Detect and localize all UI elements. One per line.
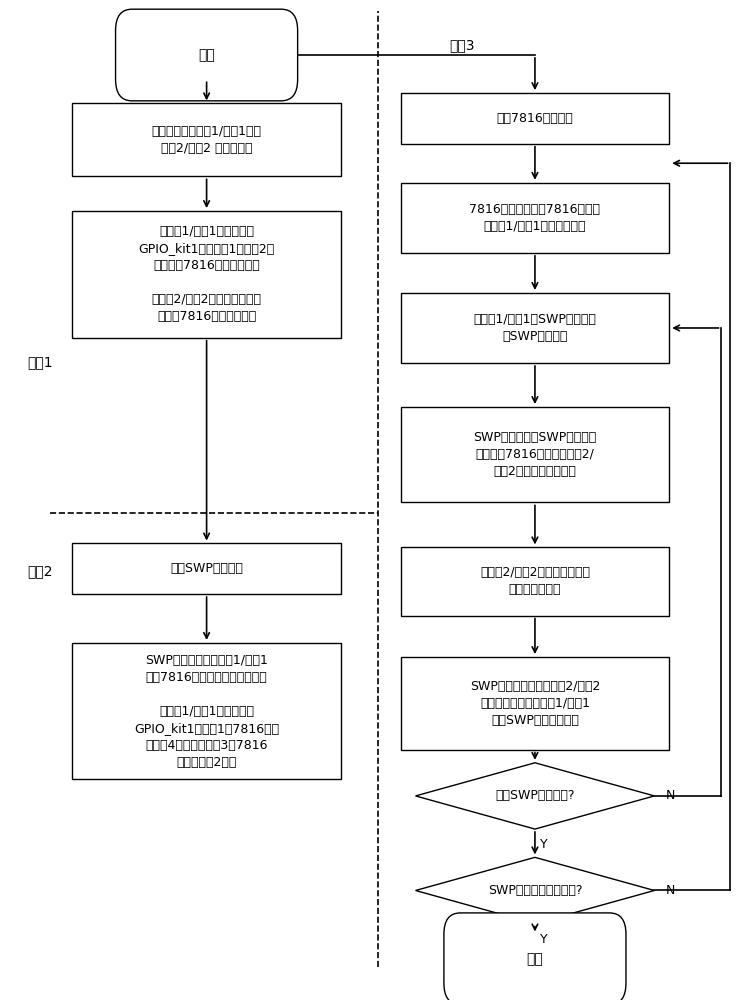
Text: SWP接口设备收到仿真器2/芒煈2
的响应，继续与仿真器1/芒煈1
进行SWP接口数据通讯: SWP接口设备收到仿真器2/芒煈2 的响应，继续与仿真器1/芒煈1 进行SWP接… xyxy=(470,680,600,727)
Text: N: N xyxy=(666,789,676,802)
Text: 仿真器1/芒煈1中程序控制
GPIO_kit1，使接口1和接口2相
连，进入7816接口接收状态

仿真器2/芒煈2中的程序开始运
行进入7816接口接收状态: 仿真器1/芒煈1中程序控制 GPIO_kit1，使接口1和接口2相 连，进入78… xyxy=(139,225,275,323)
Text: Y: Y xyxy=(540,838,548,851)
Text: 开始: 开始 xyxy=(198,48,215,62)
FancyBboxPatch shape xyxy=(73,643,341,779)
Text: 完成SWP接口通讯?: 完成SWP接口通讯? xyxy=(495,789,574,802)
Text: 连接SWP接口设备: 连接SWP接口设备 xyxy=(170,562,243,575)
Text: 7816接口设备通过7816接口向
仿真器1/芒煈1发送测试命令: 7816接口设备通过7816接口向 仿真器1/芒煈1发送测试命令 xyxy=(470,203,601,233)
Text: 仿真器1/芒煈1与SWP接口设备
的SWP接口通讯: 仿真器1/芒煈1与SWP接口设备 的SWP接口通讯 xyxy=(473,313,596,343)
Text: 接口电路、仿真器1/芒煈1、仿
真器2/芒煈2 连接并上电: 接口电路、仿真器1/芒煈1、仿 真器2/芒煈2 连接并上电 xyxy=(151,125,261,155)
Text: 步頃2: 步頃2 xyxy=(28,565,53,579)
FancyBboxPatch shape xyxy=(401,407,670,502)
FancyBboxPatch shape xyxy=(73,543,341,594)
FancyBboxPatch shape xyxy=(401,657,670,750)
FancyBboxPatch shape xyxy=(444,913,626,1000)
Text: 步頃1: 步頃1 xyxy=(28,355,53,369)
FancyBboxPatch shape xyxy=(401,93,670,144)
Text: N: N xyxy=(666,884,676,897)
FancyBboxPatch shape xyxy=(73,211,341,338)
Text: Y: Y xyxy=(540,933,548,946)
Text: 连接7816接口设备: 连接7816接口设备 xyxy=(497,112,573,125)
FancyBboxPatch shape xyxy=(401,293,670,363)
Text: 步頃3: 步頃3 xyxy=(449,38,475,52)
Text: SWP接口设备的SWP接口通讯
时，通过7816接口向仿真器2/
芒煈2发送状态查询命令: SWP接口设备的SWP接口通讯 时，通过7816接口向仿真器2/ 芒煈2发送状态… xyxy=(473,431,596,478)
FancyBboxPatch shape xyxy=(115,9,297,101)
FancyBboxPatch shape xyxy=(401,183,670,253)
Text: 结束: 结束 xyxy=(527,952,543,966)
Polygon shape xyxy=(416,763,655,829)
FancyBboxPatch shape xyxy=(401,547,670,616)
Polygon shape xyxy=(416,857,655,924)
Text: SWP接口设备与仿真器1/芒煈1
通过7816接口完戟初始化连接，

仿真器1/芒煈1中程序控制
GPIO_kit1使接口1的7816接口
和接口4相连，使接口: SWP接口设备与仿真器1/芒煈1 通过7816接口完戟初始化连接， 仿真器1/芒… xyxy=(134,654,279,769)
Text: SWP接口功能测试完成?: SWP接口功能测试完成? xyxy=(488,884,582,897)
Text: 仿真器2/芒煈2收到状态查询命
令后，正确响应: 仿真器2/芒煈2收到状态查询命 令后，正确响应 xyxy=(480,566,590,596)
FancyBboxPatch shape xyxy=(73,103,341,176)
